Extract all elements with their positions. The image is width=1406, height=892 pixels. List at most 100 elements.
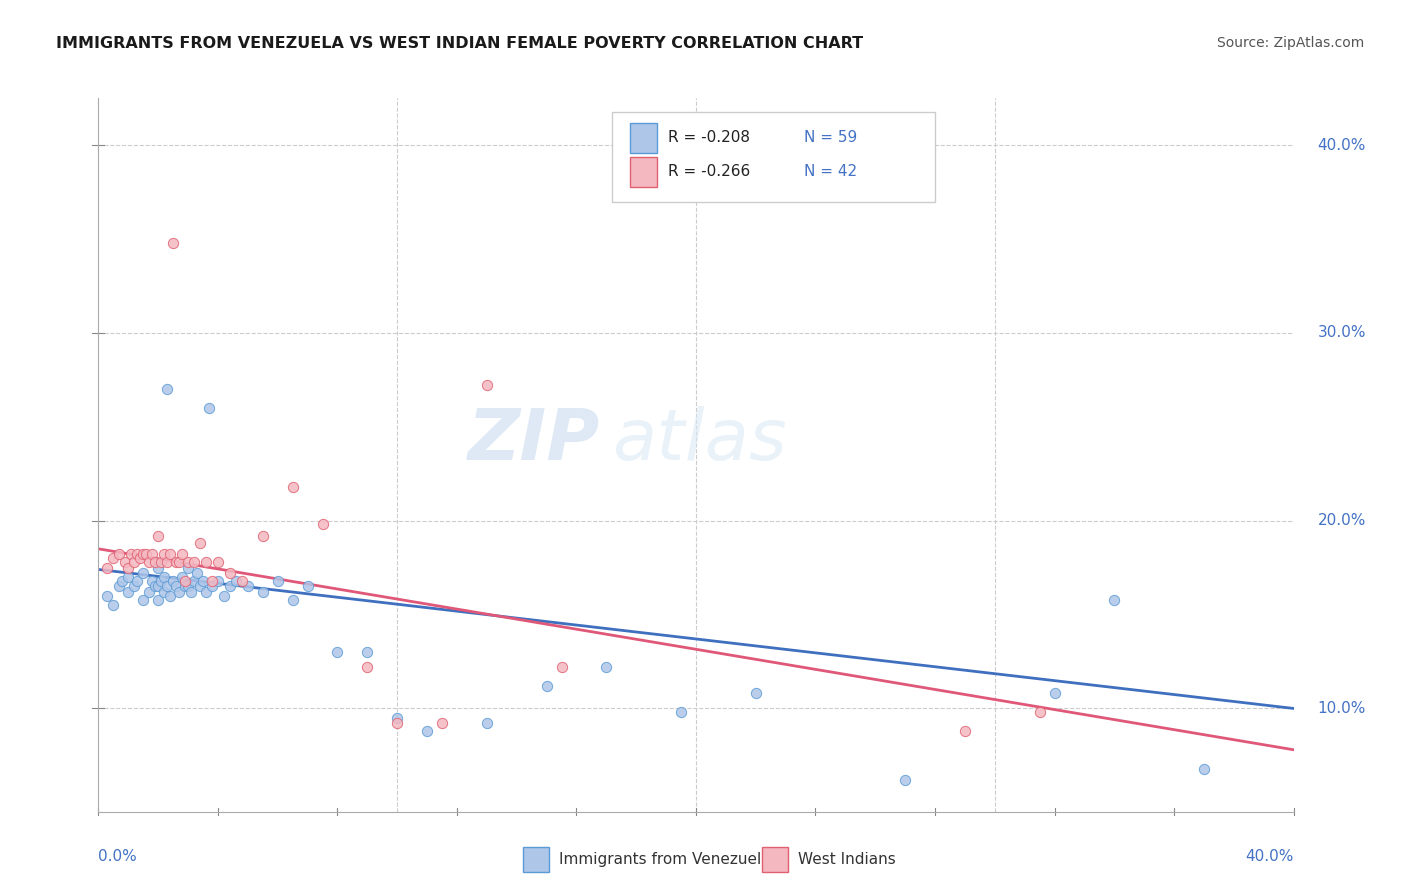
Point xyxy=(159,589,181,603)
Point xyxy=(194,555,218,569)
Point xyxy=(148,529,170,543)
Point xyxy=(148,592,170,607)
Point xyxy=(162,574,184,588)
Point xyxy=(143,555,166,569)
Point xyxy=(207,574,229,588)
Point xyxy=(177,579,200,593)
Point xyxy=(177,560,200,574)
Point xyxy=(219,579,242,593)
Text: Source: ZipAtlas.com: Source: ZipAtlas.com xyxy=(1216,36,1364,50)
Point xyxy=(385,716,409,731)
Point xyxy=(416,723,439,738)
Point xyxy=(281,592,304,607)
Text: R = -0.208: R = -0.208 xyxy=(668,130,751,145)
Point xyxy=(894,772,917,787)
Point xyxy=(167,555,190,569)
Point xyxy=(191,574,214,588)
Point xyxy=(595,660,617,674)
Point xyxy=(172,548,194,562)
Point xyxy=(174,574,197,588)
Point xyxy=(132,566,155,581)
Text: 40.0%: 40.0% xyxy=(1317,137,1365,153)
Point xyxy=(201,579,224,593)
Text: ZIP: ZIP xyxy=(468,406,600,475)
Point xyxy=(159,548,181,562)
Point xyxy=(252,585,274,599)
Point xyxy=(1192,762,1215,776)
Text: 30.0%: 30.0% xyxy=(1317,326,1365,341)
Point xyxy=(138,555,160,569)
Point xyxy=(236,579,259,593)
Point xyxy=(297,579,319,593)
Point xyxy=(162,235,184,250)
Text: 20.0%: 20.0% xyxy=(1317,513,1365,528)
Point xyxy=(103,551,125,566)
Text: IMMIGRANTS FROM VENEZUELA VS WEST INDIAN FEMALE POVERTY CORRELATION CHART: IMMIGRANTS FROM VENEZUELA VS WEST INDIAN… xyxy=(56,36,863,51)
Point xyxy=(96,560,118,574)
Point xyxy=(153,585,176,599)
FancyBboxPatch shape xyxy=(523,847,548,872)
Point xyxy=(114,555,136,569)
Point xyxy=(281,480,304,494)
Point xyxy=(212,589,235,603)
Point xyxy=(225,574,247,588)
Point xyxy=(156,579,179,593)
Point xyxy=(180,585,202,599)
Point xyxy=(745,686,768,700)
Point xyxy=(132,592,155,607)
Point xyxy=(231,574,253,588)
Point xyxy=(111,574,134,588)
Point xyxy=(356,660,378,674)
Point xyxy=(138,585,160,599)
Point xyxy=(132,548,155,562)
Point xyxy=(267,574,290,588)
Text: R = -0.266: R = -0.266 xyxy=(668,164,751,179)
Point xyxy=(153,548,176,562)
Point xyxy=(188,579,211,593)
Point xyxy=(475,716,498,731)
FancyBboxPatch shape xyxy=(630,123,657,153)
Point xyxy=(252,529,274,543)
Point xyxy=(177,555,200,569)
Point xyxy=(194,585,218,599)
Point xyxy=(356,645,378,659)
Text: West Indians: West Indians xyxy=(797,852,896,867)
Point xyxy=(183,574,205,588)
Point xyxy=(150,574,173,588)
Point xyxy=(103,598,125,612)
Point xyxy=(311,517,333,532)
Point xyxy=(129,551,152,566)
Point xyxy=(172,570,194,584)
Point xyxy=(186,566,208,581)
Point xyxy=(96,589,118,603)
Point xyxy=(143,579,166,593)
Point xyxy=(148,579,170,593)
Point xyxy=(174,579,197,593)
Point xyxy=(108,548,131,562)
FancyBboxPatch shape xyxy=(762,847,787,872)
Point xyxy=(156,382,179,396)
Point xyxy=(1043,686,1066,700)
Text: N = 42: N = 42 xyxy=(804,164,856,179)
FancyBboxPatch shape xyxy=(612,112,935,202)
FancyBboxPatch shape xyxy=(630,157,657,187)
Point xyxy=(165,555,187,569)
Point xyxy=(1028,705,1050,719)
Text: 10.0%: 10.0% xyxy=(1317,701,1365,716)
Text: Immigrants from Venezuela: Immigrants from Venezuela xyxy=(558,852,770,867)
Text: 0.0%: 0.0% xyxy=(98,849,138,864)
Point xyxy=(1104,592,1126,607)
Point xyxy=(165,579,187,593)
Point xyxy=(127,574,149,588)
Point xyxy=(385,711,409,725)
Point xyxy=(156,555,179,569)
Point xyxy=(127,548,149,562)
Point xyxy=(153,570,176,584)
Point xyxy=(550,660,572,674)
Point xyxy=(536,679,558,693)
Point xyxy=(150,555,173,569)
Point xyxy=(124,579,146,593)
Point xyxy=(117,570,139,584)
Point xyxy=(207,555,229,569)
Point xyxy=(120,548,142,562)
